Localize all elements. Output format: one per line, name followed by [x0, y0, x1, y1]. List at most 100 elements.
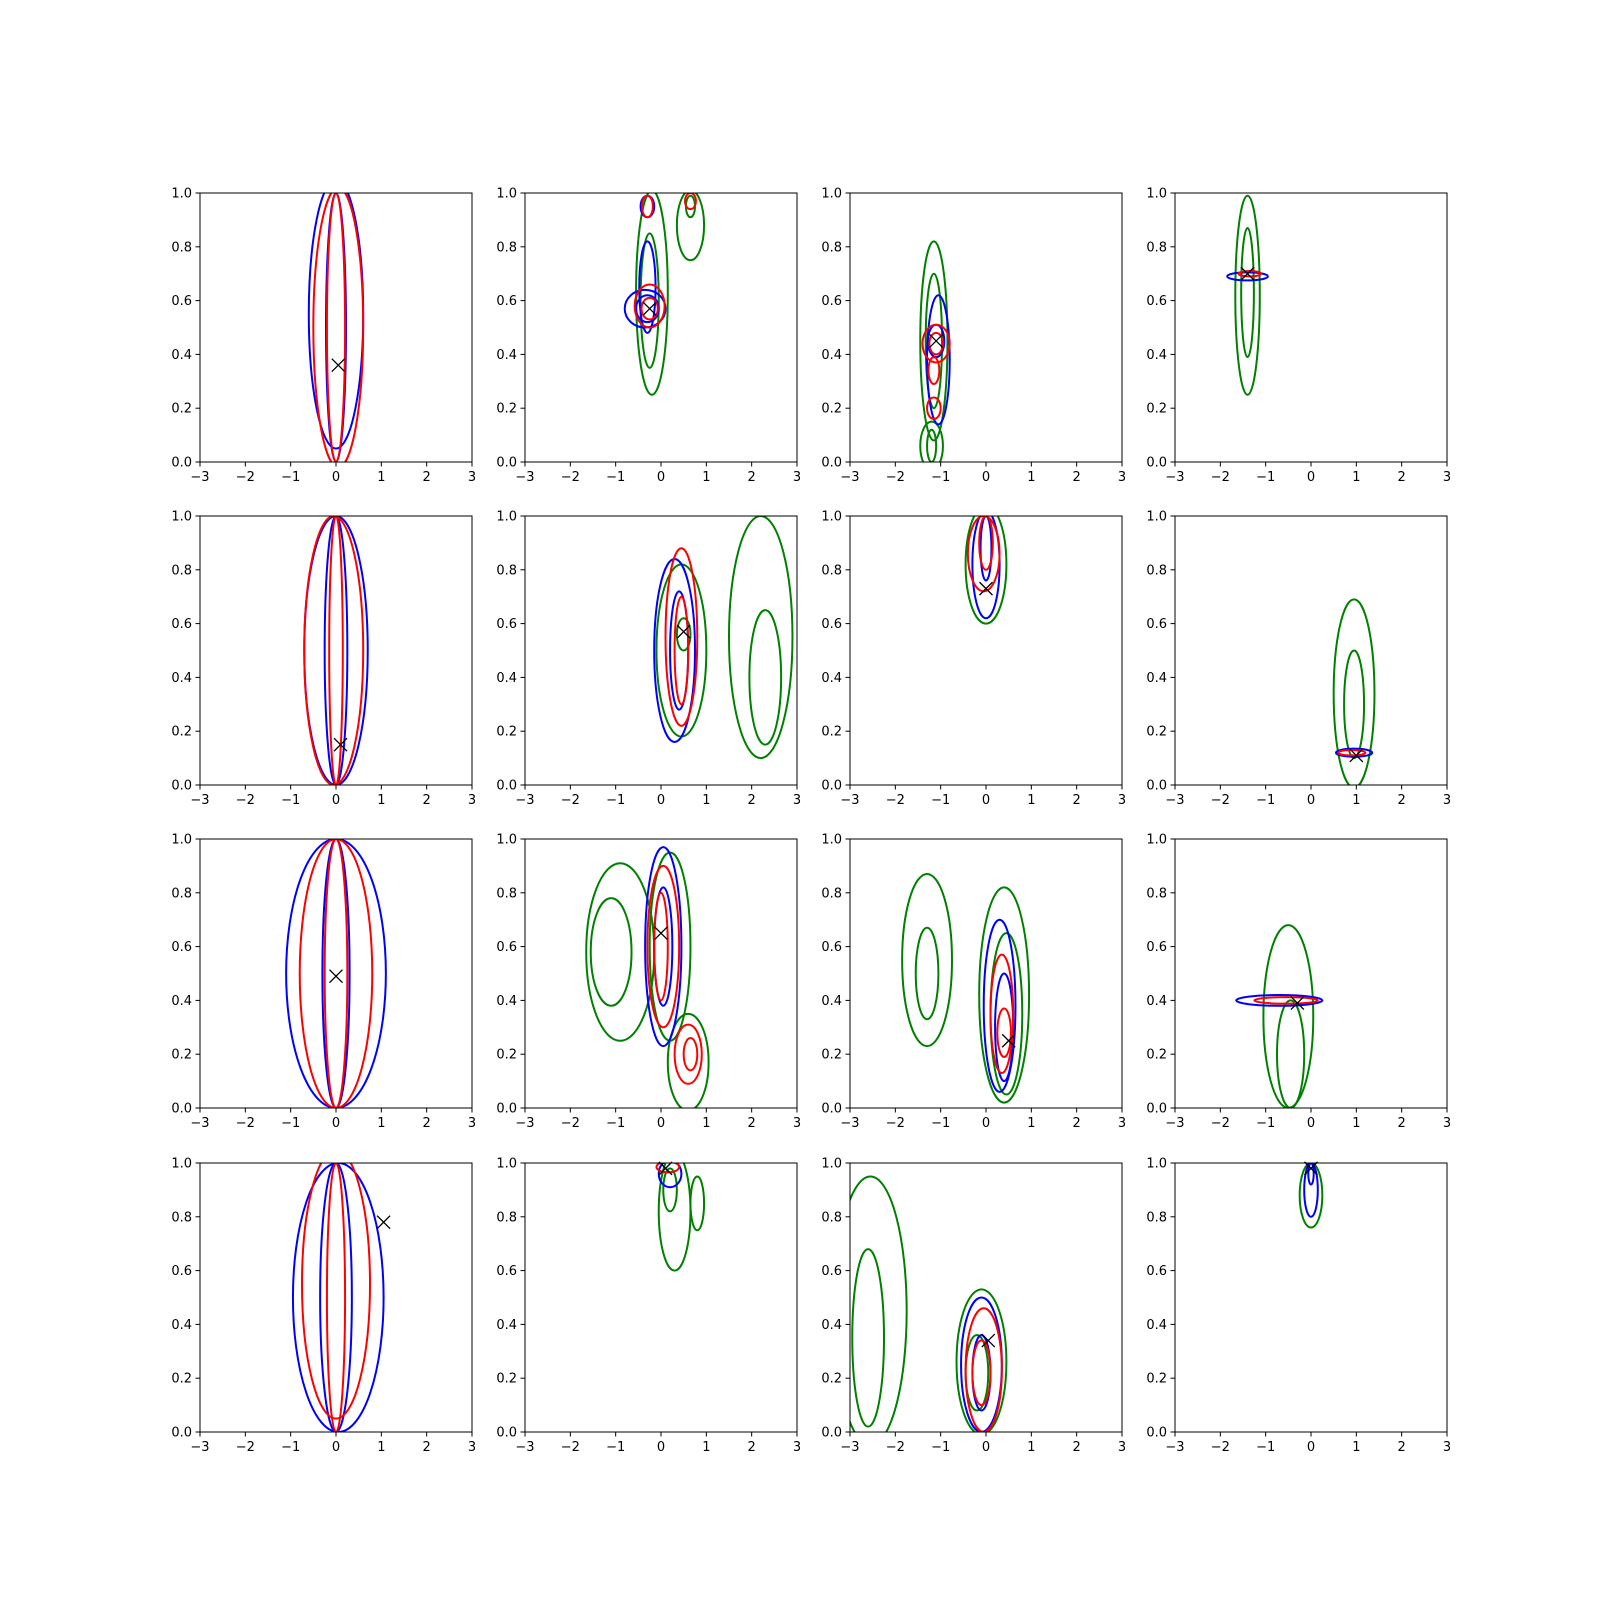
- green-contour: [666, 1012, 710, 1108]
- x-tick-label: 0: [332, 1116, 340, 1131]
- red-contour: [664, 547, 699, 727]
- y-tick-label: 0.8: [821, 240, 842, 255]
- x-tick-label: −2: [561, 1440, 580, 1455]
- x-marker: [1240, 266, 1255, 281]
- x-tick-label: −3: [190, 1116, 209, 1131]
- y-tick-label: 0.2: [171, 1048, 192, 1063]
- x-tick-label: 3: [468, 793, 476, 808]
- green-contour: [689, 1175, 706, 1232]
- x-tick-label: −1: [931, 1440, 950, 1455]
- x-tick-label: 2: [1073, 1440, 1081, 1455]
- red-contour: [971, 1339, 992, 1407]
- y-tick-label: 0.4: [1146, 671, 1167, 686]
- y-tick-label: 1.0: [1146, 187, 1167, 202]
- y-tick-label: 0.8: [821, 1210, 842, 1225]
- x-tick-label: −2: [886, 1116, 905, 1131]
- y-tick-label: 0.6: [496, 617, 517, 632]
- x-tick-label: 0: [332, 470, 340, 485]
- plot-area: [285, 839, 387, 1108]
- green-contour: [728, 516, 794, 760]
- x-tick-label: 3: [793, 1440, 801, 1455]
- y-tick-label: 0.8: [496, 563, 517, 578]
- axes-frame: [524, 515, 798, 786]
- x-tick-label: 0: [1307, 1440, 1315, 1455]
- x-tick-label: 2: [423, 1440, 431, 1455]
- subplot-1-2: −3 −2 −1 0 1 2 3 0.0 0.2 0.4 0.6 0.8 1.0: [496, 187, 801, 486]
- x-tick-label: 3: [1118, 1116, 1126, 1131]
- blue-contour: [323, 516, 349, 785]
- y-tick-label: 0.2: [1146, 1372, 1167, 1387]
- x-tick-label: 3: [1443, 470, 1451, 485]
- red-contour: [303, 516, 365, 785]
- red-contour: [298, 839, 374, 1108]
- plot-area: [850, 1175, 1008, 1432]
- red-contour: [633, 283, 666, 329]
- y-tick-label: 0.8: [1146, 240, 1167, 255]
- y-tick-label: 0.6: [821, 617, 842, 632]
- x-tick-label: 1: [702, 1440, 710, 1455]
- y-tick-label: 0.0: [1146, 779, 1167, 794]
- y-tick-label: 1.0: [496, 187, 517, 202]
- x-marker: [1349, 748, 1364, 763]
- x-marker: [658, 1161, 673, 1176]
- x-tick-label: 3: [468, 1440, 476, 1455]
- y-tick-label: 0.6: [496, 294, 517, 309]
- blue-contour: [1235, 994, 1324, 1007]
- x-tick-label: 1: [377, 1116, 385, 1131]
- x-tick-label: 3: [1443, 1440, 1451, 1455]
- red-contour: [301, 1163, 371, 1420]
- y-tick-label: 0.6: [1146, 940, 1167, 955]
- subplot-2-3: −3 −2 −1 0 1 2 3 0.0 0.2 0.4 0.6 0.8 1.0: [821, 510, 1126, 809]
- x-marker: [654, 926, 668, 941]
- x-tick-label: −2: [561, 470, 580, 485]
- x-marker: [979, 581, 993, 596]
- subplot-2-2: −3 −2 −1 0 1 2 3 0.0 0.2 0.4 0.6 0.8 1.0: [496, 510, 801, 809]
- y-tick-label: 0.8: [1146, 886, 1167, 901]
- x-tick-label: −1: [1256, 793, 1275, 808]
- subplot-2-4: −3 −2 −1 0 1 2 3 0.0 0.2 0.4 0.6 0.8 1.0: [1146, 510, 1451, 809]
- plot-area: [623, 193, 706, 396]
- green-contour: [914, 926, 940, 1021]
- y-tick-label: 0.0: [1146, 1102, 1167, 1117]
- y-tick-label: 0.4: [171, 1318, 192, 1333]
- y-tick-label: 0.6: [171, 617, 192, 632]
- y-tick-label: 0.0: [496, 1102, 517, 1117]
- y-tick-label: 0.4: [821, 1318, 842, 1333]
- y-tick-label: 0.0: [1146, 1426, 1167, 1441]
- x-tick-label: 0: [982, 793, 990, 808]
- y-tick-label: 0.4: [496, 1318, 517, 1333]
- plot-area: [291, 1163, 385, 1432]
- x-tick-label: −3: [840, 793, 859, 808]
- green-contour: [964, 516, 1008, 625]
- subplot-3-1: −3 −2 −1 0 1 2 3 0.0 0.2 0.4 0.6 0.8 1.0: [171, 833, 476, 1132]
- subplot-3-4: −3 −2 −1 0 1 2 3 0.0 0.2 0.4 0.6 0.8 1.0: [1146, 833, 1451, 1132]
- x-tick-label: −2: [1211, 1116, 1230, 1131]
- x-marker: [1001, 1033, 1016, 1048]
- x-tick-label: 0: [657, 1440, 665, 1455]
- axes-frame: [199, 515, 473, 786]
- x-tick-label: −2: [1211, 1440, 1230, 1455]
- x-tick-label: 2: [1073, 470, 1081, 485]
- x-tick-label: 1: [377, 470, 385, 485]
- y-tick-label: 0.2: [171, 725, 192, 740]
- subplot-2-1: −3 −2 −1 0 1 2 3 0.0 0.2 0.4 0.6 0.8 1.0: [171, 510, 476, 809]
- x-tick-label: −2: [1211, 470, 1230, 485]
- x-marker: [642, 301, 657, 316]
- green-contour: [1234, 194, 1261, 396]
- y-tick-label: 0.0: [1146, 456, 1167, 471]
- subplot-3-3: −3 −2 −1 0 1 2 3 0.0 0.2 0.4 0.6 0.8 1.0: [821, 833, 1126, 1132]
- blue-contour: [960, 1296, 1003, 1432]
- green-contour: [851, 1248, 886, 1428]
- y-tick-label: 0.2: [1146, 725, 1167, 740]
- y-tick-label: 0.6: [496, 940, 517, 955]
- x-tick-label: −2: [561, 793, 580, 808]
- x-tick-label: −1: [281, 1440, 300, 1455]
- x-tick-label: −3: [840, 470, 859, 485]
- y-tick-label: 0.2: [821, 402, 842, 417]
- y-tick-label: 0.4: [821, 348, 842, 363]
- y-tick-label: 0.6: [821, 294, 842, 309]
- x-marker: [376, 1215, 391, 1230]
- y-tick-label: 0.0: [821, 1426, 842, 1441]
- subplot-1-4: −3 −2 −1 0 1 2 3 0.0 0.2 0.4 0.6 0.8 1.0: [1146, 187, 1451, 486]
- y-tick-label: 0.4: [171, 671, 192, 686]
